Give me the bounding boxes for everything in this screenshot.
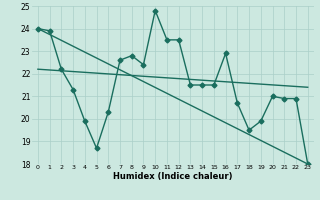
X-axis label: Humidex (Indice chaleur): Humidex (Indice chaleur)	[113, 172, 233, 181]
